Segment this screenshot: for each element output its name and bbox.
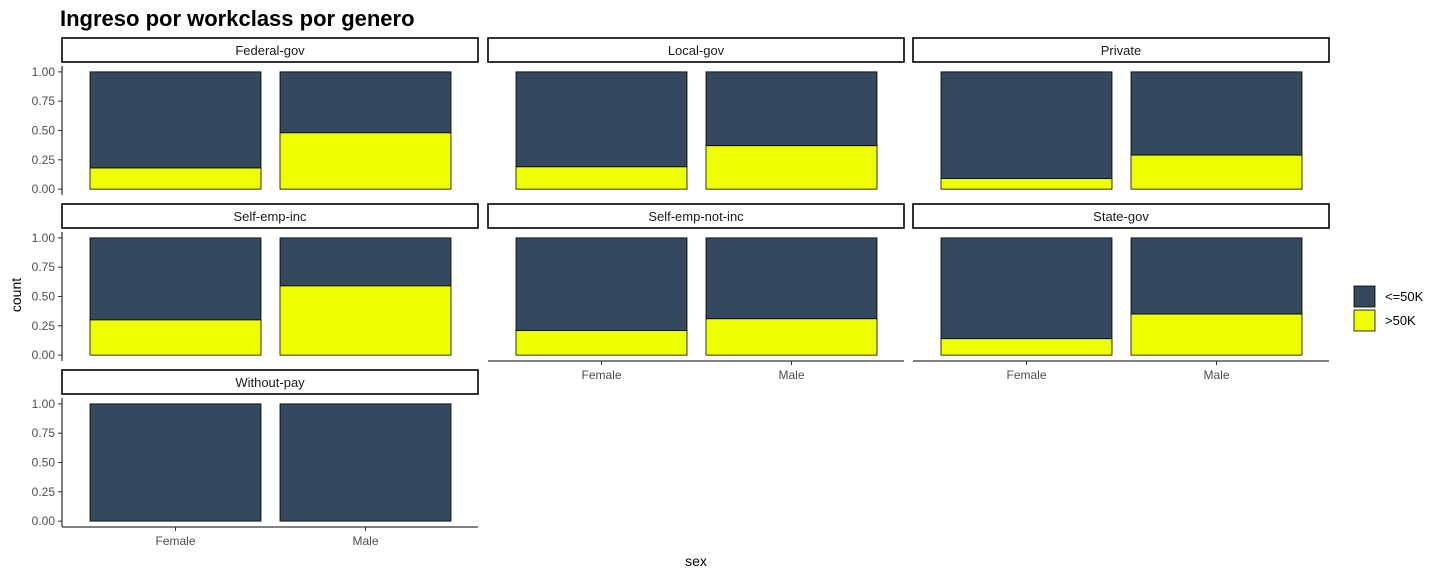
facet-panels: Federal-gov 0.00 0.25 0.50 0.75 1.00 Local-gov… — [32, 37, 1330, 548]
bar-segment-low-income — [705, 237, 878, 320]
x-tick-label: Female — [1006, 368, 1046, 382]
facet-strip-label: Self-emp-not-inc — [648, 209, 744, 224]
facet-panel: Local-gov — [487, 37, 905, 190]
facet-panel: Self-emp-not-inc Female Male — [487, 203, 905, 382]
legend-label: >50K — [1385, 313, 1416, 328]
facet-strip — [61, 369, 479, 395]
y-tick-label: 0.25 — [32, 153, 56, 167]
bar-segment-low-income — [1130, 71, 1303, 156]
bar-segment-low-income — [940, 71, 1113, 179]
bar-segment-high-income — [89, 319, 262, 356]
bar-segment-low-income — [940, 237, 1113, 340]
legend-label: <=50K — [1385, 289, 1424, 304]
y-tick-label: 0.75 — [32, 94, 56, 108]
facet-panel: Without-pay 0.00 0.25 0.50 0.75 1.00 Female Mal… — [32, 369, 479, 548]
x-tick-label: Female — [155, 534, 195, 548]
facet-strip-label: Self-emp-inc — [234, 209, 307, 224]
bar-segment-high-income — [279, 132, 452, 190]
bar-segment-high-income — [1130, 154, 1303, 190]
facet-strip — [61, 37, 479, 63]
facet-strip-label: Private — [1101, 43, 1141, 58]
y-tick-label: 0.00 — [32, 182, 56, 196]
y-tick-label: 0.50 — [32, 124, 56, 138]
y-tick-label: 1.00 — [32, 65, 56, 79]
facet-panel: State-gov Female Male — [912, 203, 1330, 382]
bar-segment-high-income — [940, 338, 1113, 356]
bar-segment-low-income — [515, 71, 688, 168]
bar-segment-low-income — [279, 71, 452, 134]
facet-panel: Federal-gov 0.00 0.25 0.50 0.75 1.00 — [32, 37, 479, 196]
facet-panel: Private — [912, 37, 1330, 190]
bar-segment-low-income — [89, 71, 262, 169]
facet-strip-label: State-gov — [1093, 209, 1149, 224]
y-tick-label: 0.25 — [32, 319, 56, 333]
facet-strip-label: Federal-gov — [235, 43, 305, 58]
y-tick-label: 0.75 — [32, 426, 56, 440]
facet-strip — [487, 203, 905, 229]
legend-key — [1353, 285, 1376, 308]
legend-key — [1353, 309, 1376, 332]
y-tick-label: 0.25 — [32, 485, 56, 499]
bar-segment-low-income — [89, 403, 262, 522]
bar-segment-high-income — [515, 166, 688, 190]
y-axis-title: count — [8, 278, 24, 312]
facet-strip — [61, 203, 479, 229]
bar-segment-low-income — [279, 403, 452, 522]
bar-segment-high-income — [515, 330, 688, 356]
bar-segment-high-income — [279, 285, 452, 356]
x-tick-label: Male — [1203, 368, 1229, 382]
facet-strip-label: Local-gov — [668, 43, 725, 58]
x-tick-label: Female — [581, 368, 621, 382]
facet-strip — [912, 203, 1330, 229]
facet-strip — [912, 37, 1330, 63]
bar-segment-high-income — [705, 318, 878, 356]
bar-segment-high-income — [940, 178, 1113, 190]
y-tick-label: 0.50 — [32, 456, 56, 470]
bar-segment-high-income — [89, 167, 262, 190]
y-tick-label: 0.00 — [32, 348, 56, 362]
bar-segment-high-income — [1130, 313, 1303, 356]
bar-segment-low-income — [279, 237, 452, 287]
bar-segment-low-income — [89, 237, 262, 321]
bar-segment-low-income — [705, 71, 878, 147]
bar-segment-low-income — [515, 237, 688, 331]
y-tick-label: 0.75 — [32, 260, 56, 274]
y-tick-label: 0.00 — [32, 514, 56, 528]
legend: <=50K >50K — [1353, 285, 1424, 332]
x-tick-label: Male — [352, 534, 378, 548]
facet-strip-label: Without-pay — [235, 375, 305, 390]
bar-segment-low-income — [1130, 237, 1303, 315]
bar-segment-high-income — [705, 145, 878, 190]
x-axis-title: sex — [685, 553, 707, 569]
facet-panel: Self-emp-inc 0.00 0.25 0.50 0.75 1.00 — [32, 203, 479, 362]
y-tick-label: 1.00 — [32, 231, 56, 245]
facet-strip — [487, 37, 905, 63]
y-tick-label: 1.00 — [32, 397, 56, 411]
x-tick-label: Male — [778, 368, 804, 382]
chart-title: Ingreso por workclass por genero — [60, 6, 415, 31]
y-tick-label: 0.50 — [32, 290, 56, 304]
